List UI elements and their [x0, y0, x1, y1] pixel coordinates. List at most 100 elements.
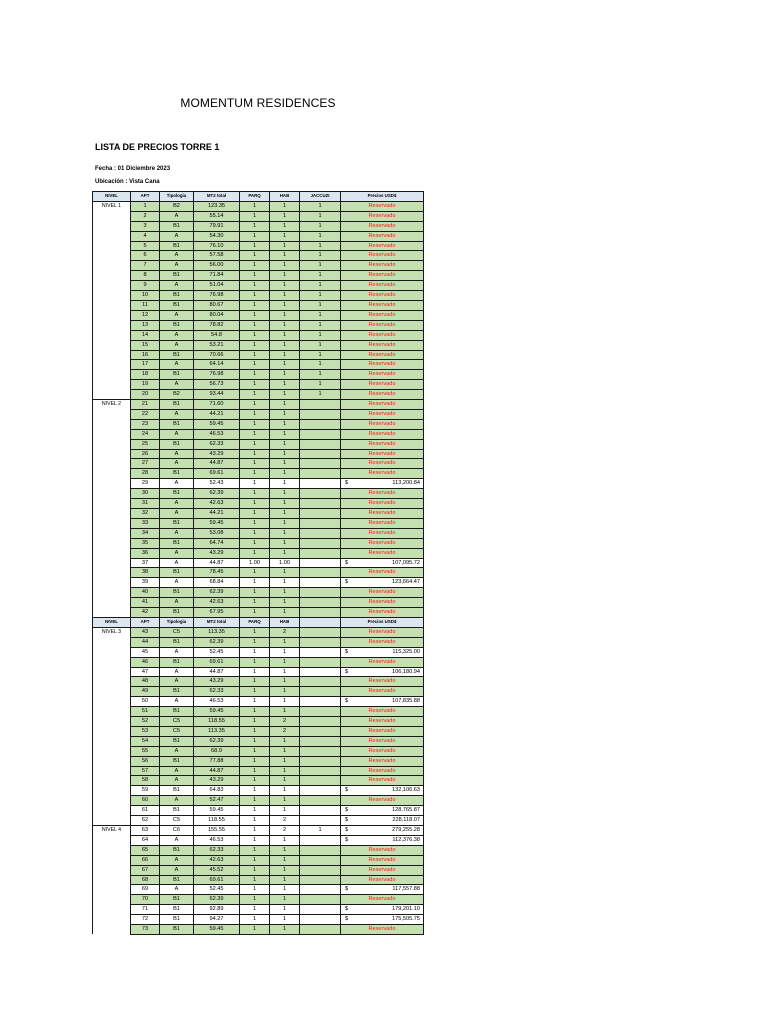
- table-row: 5 B1 76.10 1 1 1 Reservado: [92, 240, 424, 252]
- apt-cell: 54: [130, 735, 160, 747]
- level-cell: [92, 508, 131, 519]
- table-row: 52 C5 118.55 1 2 Reservado: [92, 716, 424, 727]
- price-cell: $132,106.63: [340, 785, 424, 797]
- price-cell: Reservado: [340, 299, 424, 311]
- reserved-status: Reservado: [368, 341, 396, 348]
- price-cell: Reservado: [340, 527, 424, 539]
- parq-cell: 1: [239, 874, 270, 886]
- level-cell: [92, 498, 131, 509]
- apt-cell: 19: [130, 379, 160, 391]
- reserved-status: Reservado: [368, 926, 396, 933]
- level-cell: [92, 468, 131, 479]
- hab-cell: 2: [269, 626, 300, 638]
- apt-cell: 18: [130, 369, 160, 381]
- hab-cell: 1: [269, 607, 300, 618]
- price-table: NIVEL APT Tipologia MT2 total PARQ HAB JACCUZI…: [92, 191, 424, 935]
- apt-cell: 66: [130, 854, 160, 866]
- parq-cell: 1: [239, 854, 270, 866]
- jacuzzi-cell: [299, 656, 341, 668]
- price-cell: Reservado: [340, 438, 424, 450]
- parq-cell: 1: [239, 815, 270, 826]
- jacuzzi-cell: 1: [299, 349, 341, 361]
- parq-cell: 1: [239, 656, 270, 668]
- tipologia-cell: B1: [159, 319, 194, 331]
- hab-cell: 1: [269, 359, 300, 371]
- tipologia-cell: B1: [159, 220, 194, 232]
- level-cell: [92, 795, 131, 806]
- jacuzzi-cell: [299, 864, 341, 876]
- parq-cell: 1: [239, 646, 270, 658]
- table-row: 55 A 68.9 1 1 Reservado: [92, 745, 424, 757]
- parq-cell: 1: [239, 250, 270, 262]
- table-row: 38 B1 78.45 1 1 Reservado: [92, 567, 424, 579]
- apt-cell: 9: [130, 280, 160, 292]
- parq-cell: 1: [239, 547, 270, 559]
- parq-cell: 1: [239, 488, 270, 500]
- reserved-status: Reservado: [368, 708, 396, 715]
- price-cell: Reservado: [340, 745, 424, 757]
- hab-cell: 1: [269, 379, 300, 391]
- parq-cell: 1: [239, 220, 270, 232]
- price-cell: Reservado: [340, 270, 424, 282]
- level-cell: [92, 775, 131, 786]
- jacuzzi-cell: [299, 597, 341, 609]
- m2-cell: 71.84: [193, 270, 240, 282]
- currency-symbol: $: [345, 648, 349, 655]
- price-cell: Reservado: [340, 359, 424, 371]
- reserved-status: Reservado: [368, 510, 396, 516]
- date-label: Fecha : 01 Diciembre 2023: [95, 166, 171, 172]
- tipologia-cell: B1: [159, 636, 194, 648]
- column-header: APT: [130, 191, 160, 202]
- hab-cell: 1: [269, 280, 300, 292]
- price-cell: $279,255.28: [340, 825, 424, 836]
- apt-cell: 16: [130, 349, 160, 361]
- price-cell: Reservado: [340, 418, 424, 430]
- price-cell: Reservado: [340, 408, 424, 420]
- price-cell: $107,835.88: [340, 696, 424, 708]
- apt-cell: 68: [130, 874, 160, 886]
- reserved-status: Reservado: [368, 718, 396, 725]
- hab-cell: 1: [269, 488, 300, 500]
- reserved-status: Reservado: [368, 757, 396, 764]
- hab-cell: 1: [269, 319, 300, 331]
- hab-cell: 1: [269, 408, 300, 420]
- apt-cell: 14: [130, 329, 160, 341]
- parq-cell: 1: [239, 725, 270, 737]
- tipologia-cell: A: [159, 498, 194, 509]
- table-row: 51 B1 59.45 1 1 Reservado: [92, 706, 424, 718]
- price-cell: Reservado: [340, 775, 424, 787]
- hab-cell: 1: [269, 735, 300, 747]
- tipologia-cell: A: [159, 795, 194, 807]
- jacuzzi-cell: [299, 924, 341, 935]
- m2-cell: 67.95: [193, 607, 240, 618]
- price-cell: Reservado: [340, 379, 424, 391]
- reserved-status: Reservado: [368, 777, 396, 784]
- tipologia-cell: B2: [159, 389, 194, 401]
- level-cell: [92, 686, 131, 697]
- table-row: 29 A 52.43 1 1 $113,200.84: [92, 478, 424, 490]
- tipologia-cell: B1: [159, 438, 194, 450]
- table-row: 56 B1 77.88 1 1 Reservado: [92, 755, 424, 767]
- price-cell: Reservado: [340, 626, 424, 638]
- price-value: $175,505.75: [342, 916, 423, 924]
- parq-cell: 1: [239, 299, 270, 311]
- price-amount: 128,765.87: [392, 807, 420, 814]
- parq-cell: 1: [239, 359, 270, 371]
- tipologia-cell: B1: [159, 349, 194, 361]
- apt-cell: 11: [130, 299, 160, 311]
- column-header: Precios USD$: [340, 191, 424, 202]
- tipologia-cell: B1: [159, 587, 194, 599]
- jacuzzi-cell: 1: [299, 319, 341, 331]
- price-cell: Reservado: [340, 706, 424, 718]
- level-cell: [92, 865, 131, 876]
- reserved-status: Reservado: [368, 638, 396, 645]
- table-row: 65 B1 62.33 1 1 Reservado: [92, 844, 424, 856]
- price-amount: 115,325.00: [392, 648, 420, 655]
- tipologia-cell: B1: [159, 735, 194, 747]
- reserved-status: Reservado: [368, 272, 396, 279]
- apt-cell: 62: [130, 815, 160, 826]
- jacuzzi-cell: [299, 725, 341, 737]
- level-cell: [92, 785, 131, 796]
- price-cell: Reservado: [340, 488, 424, 500]
- reserved-status: Reservado: [368, 232, 396, 239]
